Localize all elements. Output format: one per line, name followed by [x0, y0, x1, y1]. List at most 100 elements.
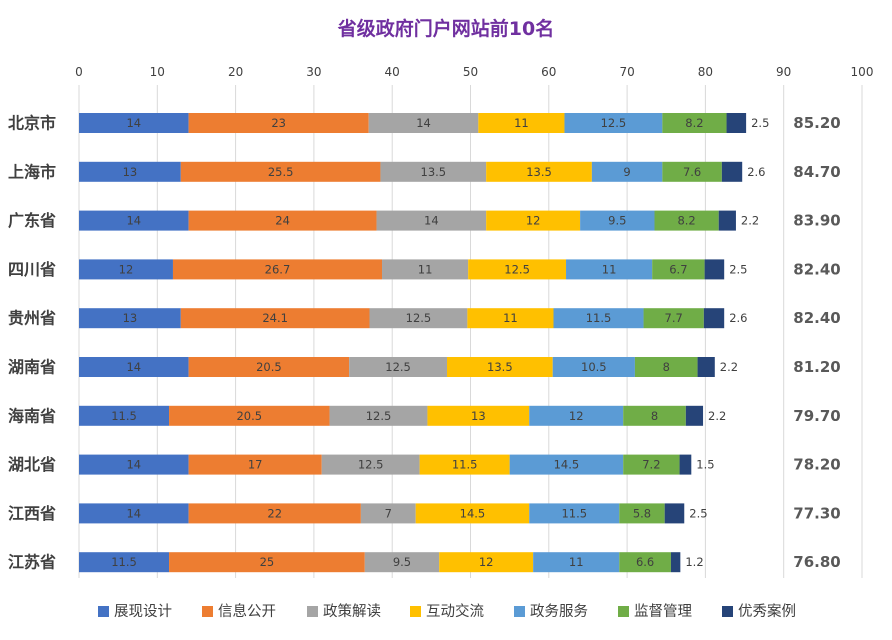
- bar-segment: [564, 113, 663, 133]
- category-label: 江西省: [8, 504, 56, 523]
- data-label: 2.6: [729, 311, 747, 325]
- data-label: 14.5: [460, 506, 486, 520]
- bar-segment: [79, 503, 189, 524]
- data-label: 9.5: [393, 555, 411, 569]
- bar-segment: [169, 405, 330, 426]
- data-label: 24.1: [262, 311, 288, 325]
- data-label: 13: [123, 165, 138, 179]
- bar-segment: [329, 405, 428, 426]
- bar-segment: [704, 259, 725, 280]
- data-label: 22: [267, 506, 282, 520]
- data-label: 2.5: [729, 262, 747, 276]
- bar-segment: [652, 259, 705, 280]
- legend-swatch: [514, 606, 525, 617]
- bar-segment: [533, 552, 620, 573]
- bar-segment: [580, 210, 655, 231]
- bar-segment: [553, 308, 644, 329]
- bar-segment: [552, 357, 635, 377]
- legend-label: 互动交流: [426, 602, 484, 620]
- bar-segment: [79, 259, 173, 280]
- bar-segment: [662, 113, 727, 133]
- data-label: 2.2: [741, 214, 759, 228]
- data-label: 2.5: [689, 506, 707, 520]
- bar-segment: [726, 113, 747, 133]
- category-label: 四川省: [8, 260, 56, 279]
- data-label: 11: [418, 262, 433, 276]
- data-label: 17: [248, 458, 263, 472]
- data-label: 13.5: [487, 360, 513, 374]
- data-label: 7.7: [665, 311, 683, 325]
- data-label: 6.7: [669, 262, 687, 276]
- data-label: 12.5: [504, 262, 530, 276]
- data-label: 7.6: [683, 165, 701, 179]
- bar-segment: [566, 259, 653, 280]
- bar-segment: [703, 308, 725, 329]
- data-label: 14: [416, 116, 431, 130]
- bar-segment: [664, 503, 685, 524]
- data-label: 13: [471, 409, 486, 423]
- data-label: 23: [271, 116, 286, 130]
- bar-segment: [79, 405, 170, 426]
- bar-segment: [529, 405, 624, 426]
- x-tick-label: 90: [776, 65, 791, 79]
- data-label: 14: [126, 360, 141, 374]
- bar-segment: [188, 503, 361, 524]
- x-tick-label: 70: [619, 65, 634, 79]
- bar-segment: [623, 454, 680, 475]
- bar-segment: [623, 405, 686, 426]
- legend-swatch: [410, 606, 421, 617]
- data-label: 14: [424, 214, 439, 228]
- data-label: 11.5: [111, 555, 137, 569]
- legend-label: 优秀案例: [738, 602, 796, 620]
- legend-swatch: [722, 606, 733, 617]
- bar-segment: [679, 454, 692, 475]
- bar-segment: [419, 454, 510, 475]
- category-label: 上海市: [8, 162, 56, 181]
- data-label: 26.7: [265, 262, 291, 276]
- bar-segment: [79, 161, 181, 182]
- bar-segment: [79, 308, 181, 329]
- x-tick-label: 100: [851, 65, 874, 79]
- data-label: 13.5: [421, 165, 447, 179]
- data-label: 11: [602, 262, 617, 276]
- total-label: 84.70: [793, 163, 840, 181]
- data-label: 1.5: [696, 458, 714, 472]
- data-label: 12: [119, 262, 134, 276]
- data-label: 14: [126, 116, 141, 130]
- bar-segment: [79, 210, 189, 231]
- bar-segment: [591, 161, 663, 182]
- bar-segment: [634, 357, 698, 377]
- bar-segment: [467, 308, 554, 329]
- x-tick-label: 30: [306, 65, 321, 79]
- data-label: 7: [385, 506, 392, 520]
- x-tick-label: 40: [385, 65, 400, 79]
- bar-segment: [172, 259, 383, 280]
- category-label: 湖北省: [8, 455, 56, 474]
- category-label: 广东省: [8, 211, 56, 230]
- category-label: 海南省: [8, 406, 56, 425]
- data-label: 8: [663, 360, 670, 374]
- bar-segment: [415, 503, 530, 524]
- data-label: 12: [479, 555, 494, 569]
- data-label: 9.5: [608, 214, 626, 228]
- bar-segment: [349, 357, 448, 377]
- bar-segment: [697, 357, 715, 377]
- legend-label: 信息公开: [218, 603, 276, 620]
- x-tick-label: 0: [75, 65, 83, 79]
- data-label: 11.5: [586, 311, 612, 325]
- data-label: 11: [503, 311, 518, 325]
- data-label: 8.2: [685, 116, 703, 130]
- bar-segment: [382, 259, 469, 280]
- data-label: 12: [526, 214, 541, 228]
- data-label: 24: [275, 214, 290, 228]
- data-label: 11.5: [561, 506, 587, 520]
- legend-swatch: [202, 606, 213, 617]
- data-label: 2.2: [708, 409, 726, 423]
- data-label: 12.5: [601, 116, 627, 130]
- data-label: 12.5: [366, 409, 392, 423]
- x-tick-label: 50: [463, 65, 478, 79]
- data-label: 14: [126, 214, 141, 228]
- bar-segment: [509, 454, 624, 475]
- data-label: 14: [126, 506, 141, 520]
